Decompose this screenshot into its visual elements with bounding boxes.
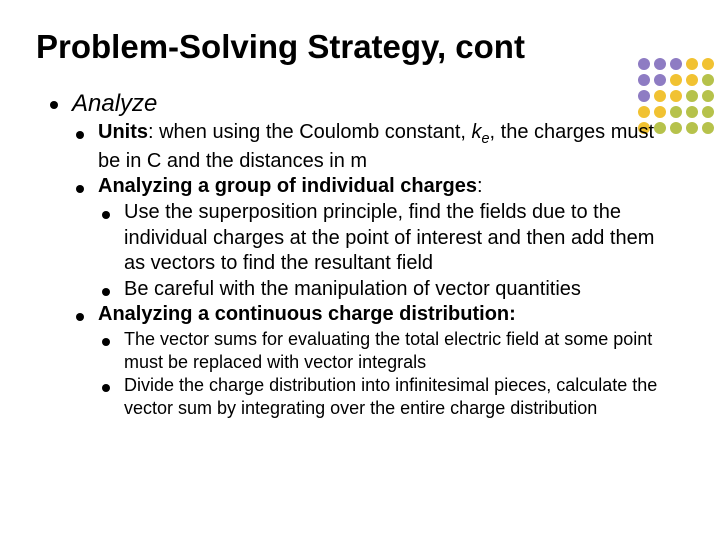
analyze-label: Analyze bbox=[72, 90, 157, 117]
units-k: k bbox=[472, 121, 482, 143]
slide-title: Problem-Solving Strategy, cont bbox=[36, 28, 684, 66]
units-k-sub: e bbox=[482, 131, 490, 147]
group-sub-1: Use the superposition principle, find th… bbox=[98, 200, 676, 277]
continuous-sub-1: The vector sums for evaluating the total… bbox=[98, 328, 676, 374]
group-item: Analyzing a group of individual charges:… bbox=[72, 174, 676, 302]
analyze-item: Analyze Units: when using the Coulomb co… bbox=[46, 88, 676, 420]
continuous-heading: Analyzing a continuous charge distributi… bbox=[98, 303, 516, 325]
group-colon: : bbox=[477, 175, 483, 197]
units-item: Units: when using the Coulomb constant, … bbox=[72, 120, 676, 174]
group-sub-2: Be careful with the manipulation of vect… bbox=[98, 277, 676, 303]
continuous-sub-2: Divide the charge distribution into infi… bbox=[98, 374, 676, 420]
group-heading: Analyzing a group of individual charges bbox=[98, 175, 477, 197]
units-pre: : when using the Coulomb constant, bbox=[148, 121, 472, 143]
slide-body: Analyze Units: when using the Coulomb co… bbox=[46, 88, 676, 420]
continuous-item: Analyzing a continuous charge distributi… bbox=[72, 302, 676, 420]
slide: Problem-Solving Strategy, cont Analyze U… bbox=[0, 0, 720, 540]
units-label: Units bbox=[98, 121, 148, 143]
